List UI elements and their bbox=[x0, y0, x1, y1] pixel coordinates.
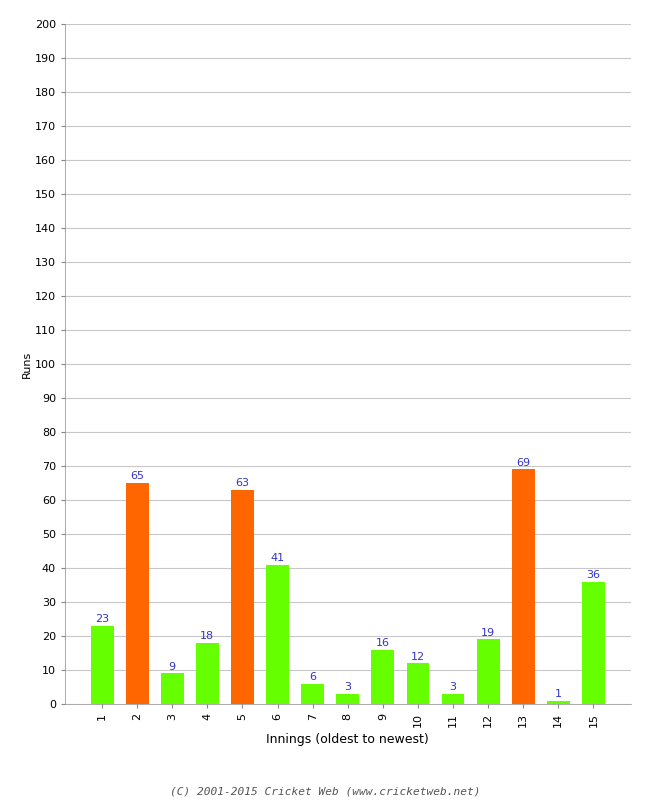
Bar bbox=[441, 694, 465, 704]
Text: 9: 9 bbox=[169, 662, 176, 672]
Text: 41: 41 bbox=[270, 553, 285, 563]
Text: 36: 36 bbox=[586, 570, 601, 580]
Text: 12: 12 bbox=[411, 651, 425, 662]
Bar bbox=[582, 582, 604, 704]
Y-axis label: Runs: Runs bbox=[22, 350, 32, 378]
Text: 18: 18 bbox=[200, 631, 214, 641]
Text: 65: 65 bbox=[130, 471, 144, 482]
Text: 6: 6 bbox=[309, 672, 316, 682]
Text: 63: 63 bbox=[235, 478, 250, 488]
Text: 3: 3 bbox=[450, 682, 456, 692]
Bar bbox=[266, 565, 289, 704]
Bar bbox=[547, 701, 569, 704]
Bar bbox=[231, 490, 254, 704]
Bar bbox=[476, 639, 499, 704]
Text: 3: 3 bbox=[344, 682, 351, 692]
Bar bbox=[91, 626, 114, 704]
Text: 16: 16 bbox=[376, 638, 390, 648]
Bar bbox=[161, 674, 184, 704]
Bar bbox=[196, 643, 219, 704]
X-axis label: Innings (oldest to newest): Innings (oldest to newest) bbox=[266, 733, 429, 746]
Text: 19: 19 bbox=[481, 628, 495, 638]
Bar bbox=[406, 663, 430, 704]
Bar bbox=[126, 483, 149, 704]
Bar bbox=[512, 470, 534, 704]
Bar bbox=[301, 683, 324, 704]
Text: (C) 2001-2015 Cricket Web (www.cricketweb.net): (C) 2001-2015 Cricket Web (www.cricketwe… bbox=[170, 786, 480, 796]
Bar bbox=[336, 694, 359, 704]
Text: 23: 23 bbox=[95, 614, 109, 624]
Text: 69: 69 bbox=[516, 458, 530, 468]
Bar bbox=[371, 650, 395, 704]
Text: 1: 1 bbox=[555, 689, 562, 699]
